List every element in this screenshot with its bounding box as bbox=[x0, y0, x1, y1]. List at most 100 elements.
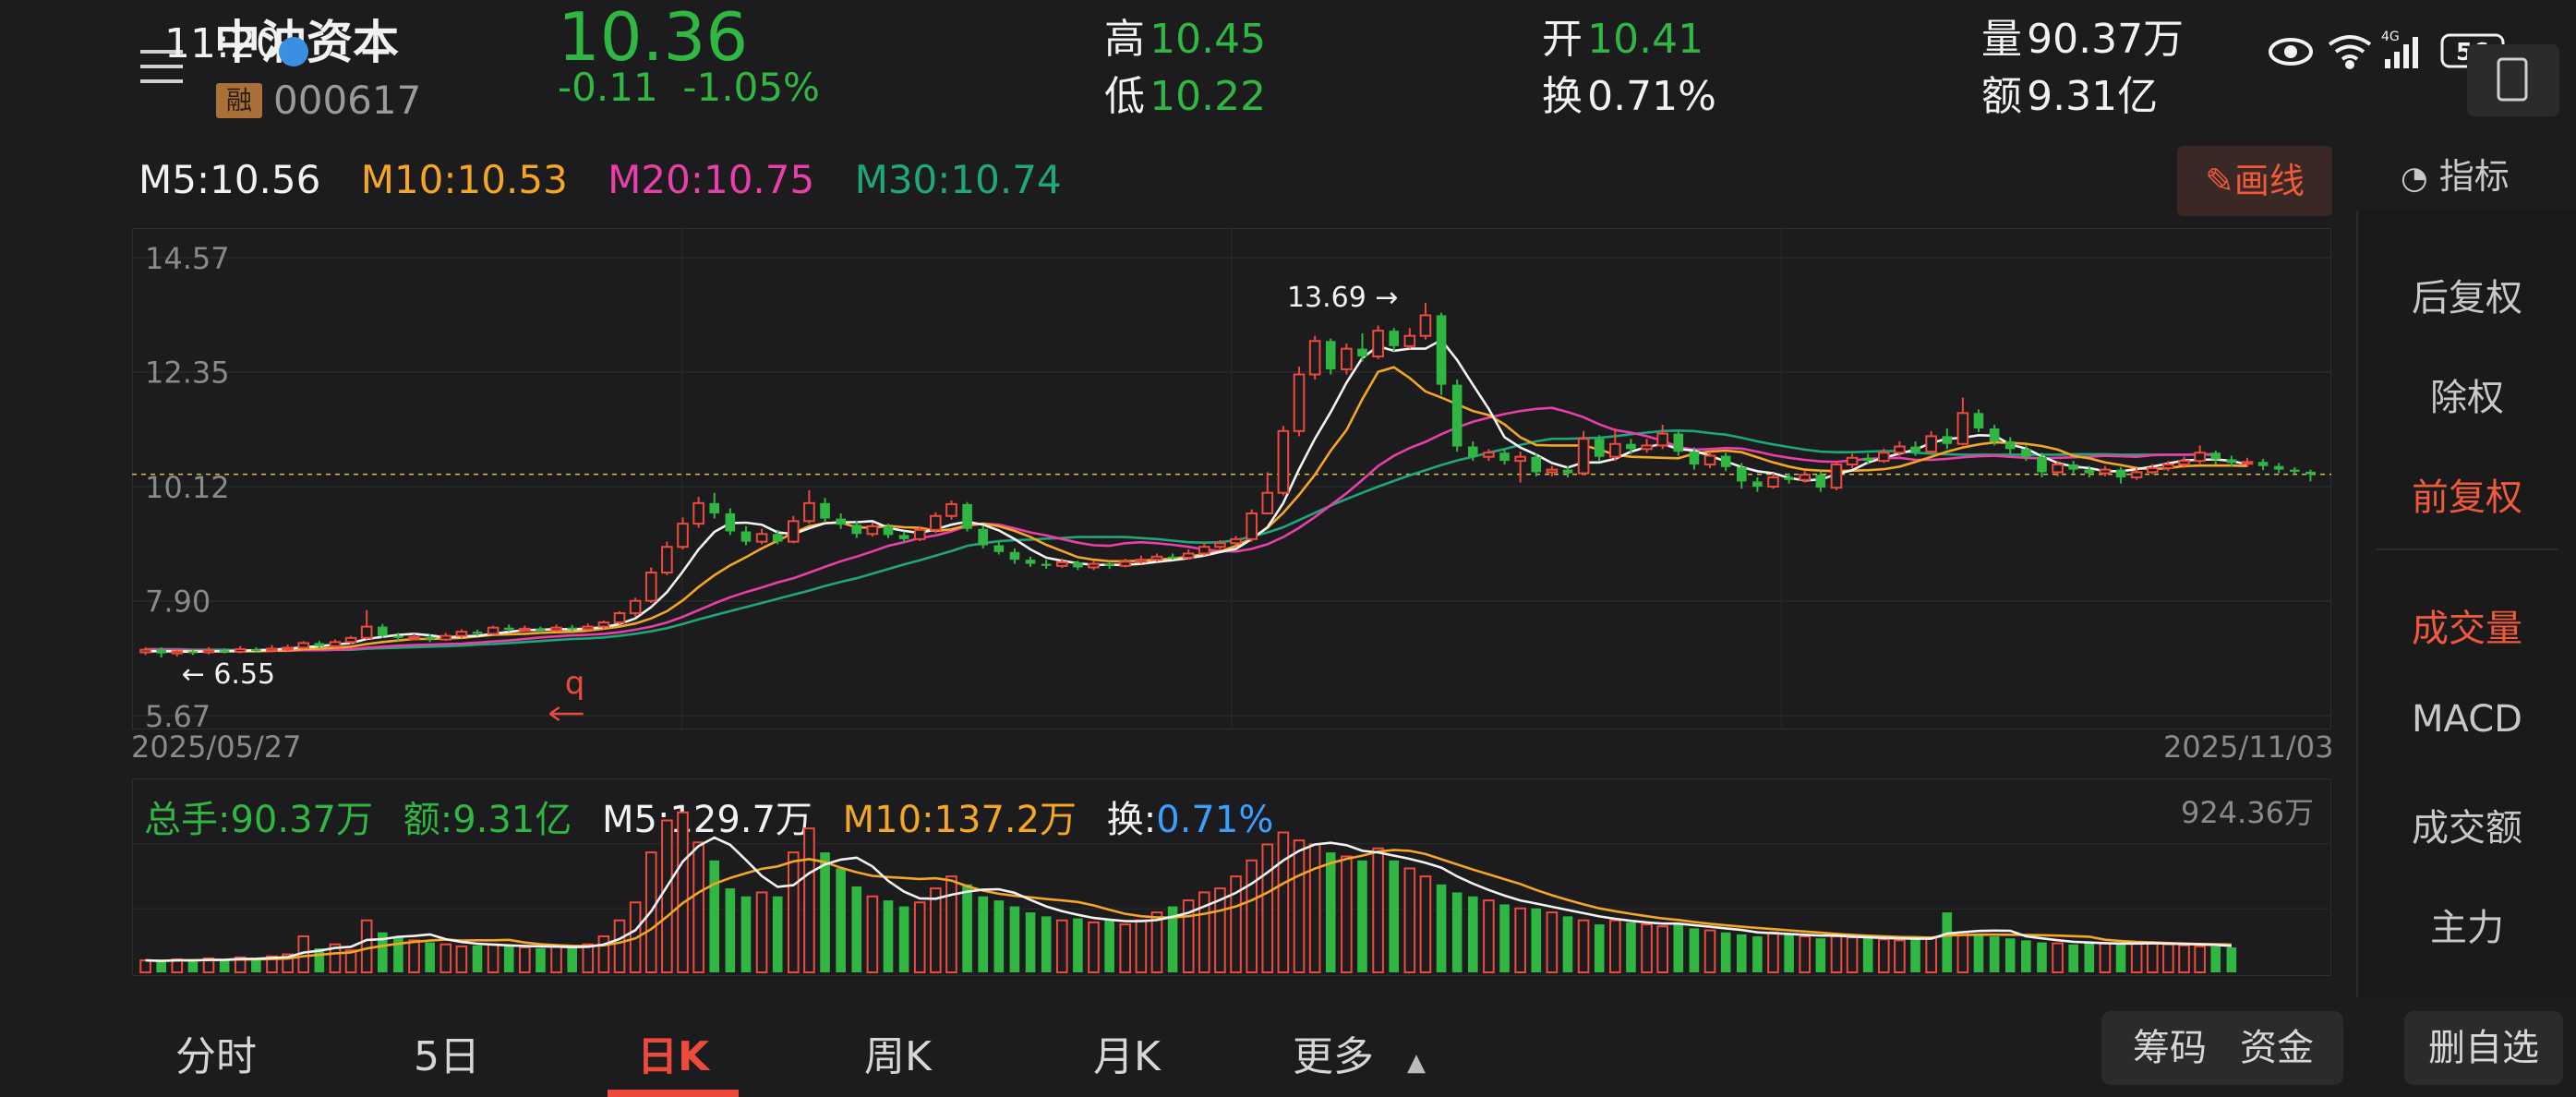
menu-icon[interactable] bbox=[138, 44, 192, 90]
candle-body-up bbox=[692, 501, 704, 525]
volume-bar-down bbox=[1815, 938, 1826, 972]
volume-bar-down bbox=[1989, 936, 2000, 972]
draw-line-button[interactable]: ✎画线 bbox=[2177, 146, 2332, 216]
candle bbox=[1055, 559, 1068, 569]
candle bbox=[2273, 463, 2284, 474]
change-percent: -1.05% bbox=[682, 65, 820, 110]
candle bbox=[2115, 466, 2126, 484]
tab-monthly-k[interactable]: 月K bbox=[1093, 1033, 1161, 1080]
candle bbox=[2084, 465, 2095, 477]
volume-bar-up bbox=[1894, 939, 1906, 973]
candle-body-down bbox=[1104, 563, 1114, 566]
quote-amount: 额 9.31亿 bbox=[1981, 63, 2158, 122]
candle-body-up bbox=[1261, 491, 1274, 514]
tab-weekly-k[interactable]: 周K bbox=[864, 1033, 932, 1080]
candle bbox=[1910, 440, 1920, 456]
status-time: 11:20 bbox=[164, 20, 282, 67]
volume-bar-up bbox=[1182, 899, 1195, 974]
tab-more[interactable]: 更多 ▲ bbox=[1293, 1023, 1426, 1082]
candle bbox=[1372, 325, 1384, 359]
candle bbox=[425, 633, 435, 643]
indicator-button[interactable]: ◔ 指标 bbox=[2401, 148, 2510, 199]
high-label: 高 bbox=[1104, 16, 1145, 63]
volume-bar-up bbox=[1150, 911, 1163, 974]
ma10-label: M10:10.53 bbox=[360, 157, 568, 202]
candle-body-up bbox=[677, 523, 689, 548]
volume-bar-up bbox=[661, 819, 673, 974]
volume-bar-up bbox=[1372, 847, 1384, 973]
candle-body-up bbox=[613, 612, 626, 624]
candles bbox=[139, 303, 2316, 658]
side-item-ex-rights[interactable]: 除权 bbox=[2430, 377, 2504, 419]
candle bbox=[1846, 453, 1859, 468]
volume-bar-down bbox=[2210, 946, 2221, 972]
candle bbox=[1784, 473, 1794, 484]
volume-bar-up bbox=[202, 957, 215, 973]
candle bbox=[1246, 509, 1258, 542]
candle bbox=[1419, 303, 1432, 340]
candle bbox=[329, 639, 342, 647]
candle-body-up bbox=[455, 631, 468, 637]
candle-body-up bbox=[1341, 347, 1353, 370]
candle bbox=[1546, 465, 1559, 476]
side-item-amount[interactable]: 成交额 bbox=[2412, 807, 2522, 850]
candle bbox=[1104, 561, 1114, 570]
candle-body-down bbox=[1436, 315, 1447, 385]
tab-intraday[interactable]: 分时 bbox=[175, 1033, 257, 1080]
volume-bar-up bbox=[234, 956, 247, 974]
volume-bar-down bbox=[820, 852, 830, 972]
candle bbox=[1325, 338, 1336, 375]
candle-body-down bbox=[472, 632, 483, 634]
ma30-line bbox=[145, 428, 2216, 652]
candle bbox=[1609, 428, 1621, 462]
fullscreen-button[interactable] bbox=[2467, 44, 2559, 116]
candle-body-down bbox=[393, 635, 403, 638]
side-item-volume[interactable]: 成交量 bbox=[2412, 608, 2522, 650]
volume-bar-up bbox=[788, 851, 800, 973]
candle-body-down bbox=[2068, 464, 2079, 470]
triangle-up-icon: ▲ bbox=[1407, 1049, 1426, 1077]
candle-body-up bbox=[1641, 444, 1653, 451]
candle-body-down bbox=[2305, 471, 2316, 475]
volume-bar-down bbox=[156, 961, 166, 972]
volume-bar-up bbox=[439, 943, 452, 974]
tab-5day[interactable]: 5日 bbox=[414, 1033, 480, 1080]
chips-button[interactable]: 筹码 bbox=[2133, 1027, 2207, 1069]
candle bbox=[1689, 447, 1700, 470]
event-marker: q bbox=[565, 665, 585, 702]
candle-body-down bbox=[1626, 443, 1636, 450]
candle bbox=[219, 647, 230, 654]
candle-body-down bbox=[2273, 465, 2284, 470]
candle-body-up bbox=[1609, 442, 1621, 458]
volume-bar-up bbox=[755, 891, 768, 973]
side-item-main-force[interactable]: 主力 bbox=[2430, 907, 2504, 949]
candlestick-chart[interactable]: 14.57 12.35 10.12 7.90 5.67 13.69 → ← 6.55 q bbox=[132, 228, 2331, 729]
side-item-after-rights[interactable]: 后复权 bbox=[2412, 277, 2522, 319]
volume-bar-up bbox=[487, 943, 500, 974]
volume-chart[interactable] bbox=[132, 778, 2331, 976]
candle-body-down bbox=[1531, 456, 1542, 473]
volume-bar-down bbox=[219, 958, 230, 972]
total-volume: 总手:90.37万 bbox=[144, 799, 373, 841]
candle-body-up bbox=[1214, 542, 1226, 548]
volume-bar-down bbox=[2037, 942, 2047, 972]
gauge-icon: ◔ bbox=[2401, 160, 2428, 197]
candle bbox=[2210, 450, 2221, 465]
candle-body-up bbox=[1198, 546, 1210, 555]
side-item-before-rights[interactable]: 前复权 bbox=[2412, 476, 2522, 519]
stock-name[interactable]: 中油资本 bbox=[214, 16, 399, 69]
volume-bar-down bbox=[393, 936, 403, 972]
candle-body-down bbox=[536, 628, 546, 631]
candle-body-up bbox=[644, 572, 657, 602]
side-item-macd[interactable]: MACD bbox=[2412, 698, 2522, 741]
candle bbox=[472, 629, 483, 636]
candle bbox=[2194, 445, 2206, 464]
remove-watchlist-button[interactable]: 删自选 bbox=[2404, 1011, 2563, 1085]
funds-button[interactable]: 资金 bbox=[2240, 1027, 2314, 1069]
tab-daily-k[interactable]: 日K bbox=[637, 1033, 710, 1080]
low-value: 10.22 bbox=[1150, 73, 1267, 120]
volume-bar-up bbox=[945, 875, 957, 973]
candle bbox=[1499, 449, 1510, 465]
candle-body-down bbox=[1689, 452, 1700, 465]
active-tab-indicator bbox=[608, 1090, 739, 1097]
